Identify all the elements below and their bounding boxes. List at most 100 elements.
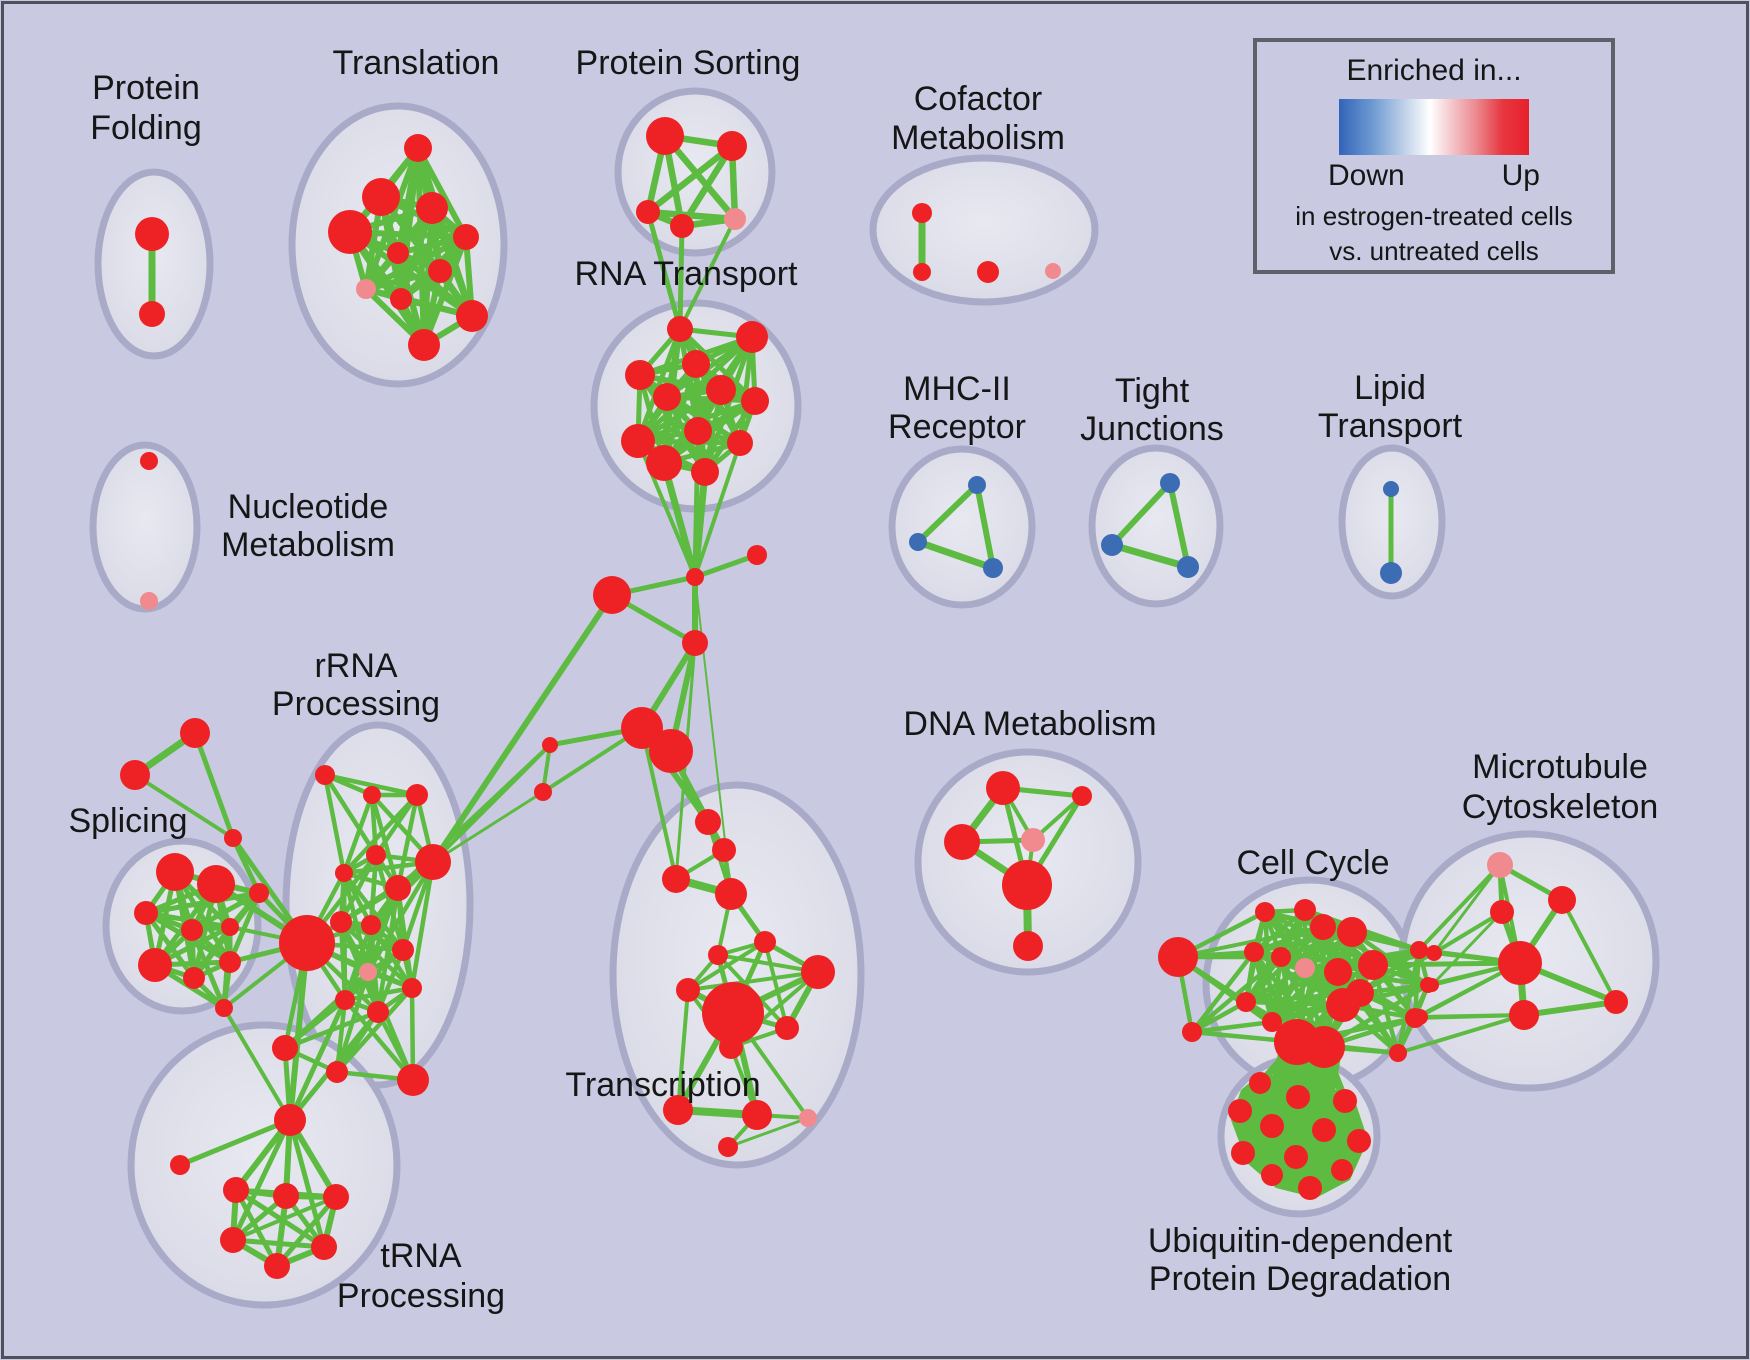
gene-set-node bbox=[183, 967, 205, 989]
gene-set-node bbox=[224, 829, 242, 847]
gene-set-node bbox=[1312, 1118, 1336, 1142]
gene-set-node bbox=[702, 982, 764, 1044]
gene-set-node bbox=[274, 1104, 306, 1136]
gene-set-node bbox=[625, 360, 655, 390]
gene-set-node bbox=[135, 217, 169, 251]
enrichment-edge bbox=[1430, 910, 1504, 987]
enrichment-edge bbox=[431, 790, 545, 864]
gene-set-node bbox=[428, 259, 452, 283]
gene-set-node bbox=[706, 375, 736, 405]
legend-up-label: Up bbox=[1501, 159, 1540, 192]
gene-set-node bbox=[1487, 852, 1513, 878]
gene-set-node bbox=[1261, 1164, 1283, 1186]
cluster-label-nm: Nucleotide bbox=[228, 488, 389, 526]
legend-caption-line1: in estrogen-treated cells bbox=[1295, 201, 1573, 231]
enrichment-edge bbox=[192, 730, 236, 841]
gene-set-node bbox=[219, 951, 241, 973]
enrichment-edge bbox=[914, 538, 997, 572]
gene-set-node bbox=[636, 200, 660, 224]
enrichment-edge bbox=[677, 223, 685, 332]
gene-set-node bbox=[1310, 914, 1336, 940]
cluster-label-tl: Translation bbox=[333, 44, 500, 82]
legend-title: Enriched in... bbox=[1346, 54, 1522, 87]
gene-set-node bbox=[221, 918, 239, 936]
enrichment-edge bbox=[395, 792, 420, 891]
gene-set-node bbox=[1380, 562, 1402, 584]
enrichment-edge bbox=[677, 326, 758, 404]
enrichment-edge bbox=[322, 772, 347, 876]
enrichment-edge bbox=[1370, 960, 1523, 968]
gene-set-node bbox=[404, 134, 432, 162]
enrichment-edge bbox=[692, 428, 701, 580]
gene-set-node bbox=[1072, 786, 1092, 806]
gene-set-node bbox=[140, 592, 158, 610]
gene-set-node bbox=[264, 1253, 290, 1279]
gene-set-node bbox=[682, 350, 710, 378]
enrichment-edge bbox=[763, 940, 789, 1030]
gene-set-node bbox=[719, 1035, 743, 1059]
gene-set-node bbox=[695, 809, 721, 835]
cluster-label-tn: Processing bbox=[337, 1277, 505, 1315]
gene-set-node bbox=[1021, 828, 1045, 852]
gene-set-node bbox=[220, 1227, 246, 1253]
gene-set-node bbox=[408, 329, 440, 361]
gene-set-node bbox=[328, 210, 372, 254]
gene-set-node bbox=[1236, 992, 1256, 1012]
gene-set-node bbox=[1228, 1099, 1252, 1123]
cluster-label-tj: Junctions bbox=[1080, 410, 1224, 448]
enrichment-edge bbox=[692, 552, 760, 580]
gene-set-node bbox=[1284, 1145, 1308, 1169]
enrichment-edge bbox=[660, 459, 699, 581]
gene-set-node bbox=[708, 945, 728, 965]
cluster-label-pf: Protein bbox=[92, 69, 200, 107]
gene-set-node bbox=[1412, 1009, 1428, 1025]
gene-set-node bbox=[1262, 1012, 1282, 1032]
gene-set-node bbox=[684, 417, 712, 445]
cluster-ellipse-rr bbox=[282, 721, 474, 1089]
gene-set-node bbox=[717, 131, 747, 161]
cluster-label-mt: Microtubule bbox=[1472, 748, 1648, 786]
cluster-ellipse-mh bbox=[888, 445, 1036, 609]
gene-set-node bbox=[1260, 1114, 1284, 1138]
gene-set-node bbox=[682, 630, 708, 656]
gene-set-node bbox=[1490, 900, 1514, 924]
enrichment-edge bbox=[415, 145, 469, 240]
gene-set-node bbox=[1295, 958, 1315, 978]
gene-set-node bbox=[621, 707, 663, 749]
gene-set-node bbox=[1158, 937, 1198, 977]
gene-set-node bbox=[741, 387, 769, 415]
legend-box: Enriched in... Down Up in estrogen-treat… bbox=[1253, 38, 1615, 274]
cluster-label-ps: Protein Sorting bbox=[576, 44, 801, 82]
gene-set-node bbox=[1383, 481, 1399, 497]
enrichment-edge bbox=[342, 985, 415, 1003]
gene-set-node bbox=[1324, 958, 1352, 986]
enrichment-edge bbox=[1243, 969, 1341, 1005]
gene-set-node bbox=[335, 864, 353, 882]
enrichment-edge bbox=[363, 268, 443, 292]
gene-set-node bbox=[646, 445, 682, 481]
enrichment-edge bbox=[1189, 999, 1249, 1035]
gene-set-node bbox=[1249, 1072, 1271, 1094]
gene-set-node bbox=[156, 853, 194, 891]
gene-set-node bbox=[1160, 473, 1180, 493]
enrichment-edge bbox=[1432, 863, 1502, 955]
gene-set-node bbox=[742, 1100, 772, 1130]
gene-set-node bbox=[1231, 1141, 1255, 1165]
gene-set-node bbox=[1045, 263, 1061, 279]
enrichment-edge bbox=[341, 792, 420, 876]
gene-set-node bbox=[986, 771, 1020, 805]
gene-set-node bbox=[1426, 945, 1442, 961]
gene-set-node bbox=[775, 1016, 799, 1040]
gene-set-node bbox=[727, 430, 753, 456]
cluster-label-sp: Splicing bbox=[68, 802, 187, 840]
gene-set-node bbox=[724, 208, 746, 230]
cluster-label-cm: Metabolism bbox=[891, 119, 1065, 157]
cluster-label-cc: Cell Cycle bbox=[1236, 844, 1389, 882]
cluster-label-tn: tRNA bbox=[380, 1237, 462, 1275]
enrichment-edge bbox=[644, 142, 736, 216]
gene-set-node bbox=[667, 316, 693, 342]
gene-set-node bbox=[944, 824, 980, 860]
enrichment-edge bbox=[678, 217, 737, 331]
